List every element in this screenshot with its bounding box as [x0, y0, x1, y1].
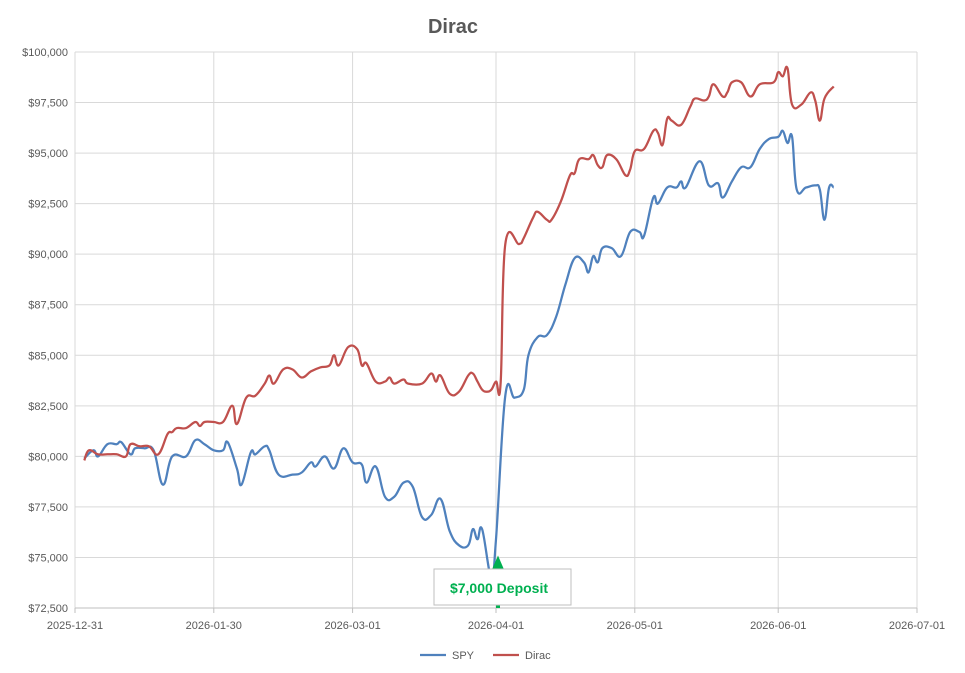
- series-line-spy: [83, 129, 835, 580]
- y-tick-label: $85,000: [28, 350, 68, 362]
- deposit-arrowhead: [492, 555, 504, 570]
- chart-title: Dirac: [428, 16, 478, 38]
- y-tick-label: $82,500: [28, 401, 68, 413]
- x-tick-label: 2026-06-01: [750, 620, 806, 632]
- x-tick-label: 2026-07-01: [889, 620, 945, 632]
- deposit-label-box: [433, 568, 572, 606]
- y-tick-label: $97,500: [28, 98, 68, 110]
- y-tick-label: $75,000: [28, 552, 68, 564]
- y-tick-label: $95,000: [28, 148, 68, 160]
- y-tick-label: $77,500: [28, 502, 68, 514]
- y-tick-label: $80,000: [28, 451, 68, 463]
- gridlines: [74, 51, 918, 609]
- x-tick-label: 2025-12-31: [47, 620, 103, 632]
- y-tick-label: $72,500: [28, 603, 68, 615]
- x-axis: 2025-12-31 2026-01-30 2026-03-01 2026-04-01…: [47, 607, 945, 632]
- x-tick-label: 2026-04-01: [468, 620, 524, 632]
- y-axis: $72,500 $75,000 $77,500 $80,000 $82,500 $85,0…: [22, 47, 68, 615]
- y-tick-label: $92,500: [28, 199, 68, 211]
- legend: SPY Dirac: [420, 650, 551, 662]
- series-lines: [83, 65, 835, 580]
- legend-label-spy: SPY: [452, 650, 475, 662]
- y-tick-label: $90,000: [28, 249, 68, 261]
- x-tick-label: 2026-05-01: [607, 620, 663, 632]
- deposit-annotation: $7,000 Deposit: [433, 555, 572, 608]
- deposit-label: $7,000 Deposit: [450, 580, 548, 596]
- y-tick-label: $100,000: [22, 47, 68, 59]
- y-tick-label: $87,500: [28, 300, 68, 312]
- series-line-dirac: [83, 65, 835, 461]
- x-tick-label: 2026-01-30: [186, 620, 242, 632]
- x-tick-label: 2026-03-01: [324, 620, 380, 632]
- legend-label-dirac: Dirac: [525, 650, 551, 662]
